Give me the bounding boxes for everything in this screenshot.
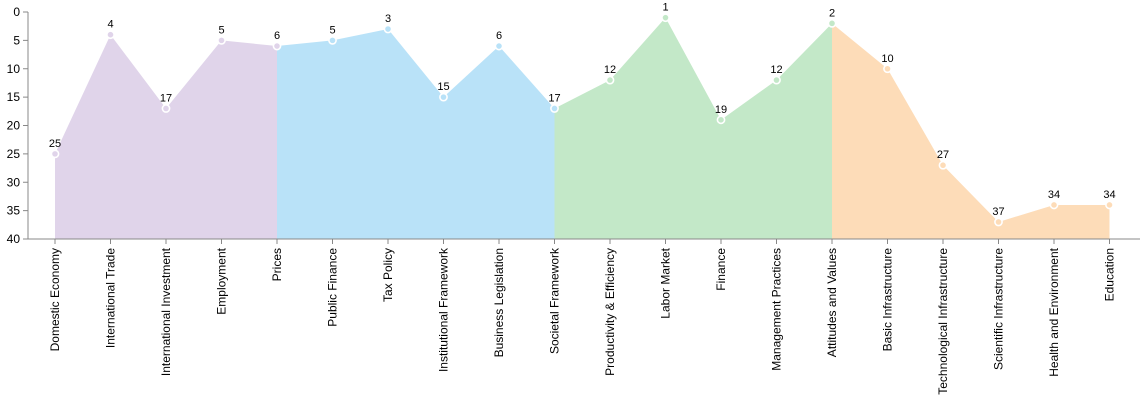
x-tick-label: Management Practices xyxy=(770,248,784,371)
x-tick-label: Productivity & Efficiency xyxy=(603,248,617,376)
x-tick-label: Business Legislation xyxy=(492,248,506,357)
data-label: 17 xyxy=(548,92,560,104)
x-tick-label: Basic Infrastructure xyxy=(881,248,895,352)
data-point[interactable] xyxy=(938,160,948,170)
data-label: 3 xyxy=(385,13,391,25)
data-label: 10 xyxy=(881,53,893,65)
area-segment-3 xyxy=(554,17,832,240)
x-tick-label: International Trade xyxy=(104,248,118,348)
data-point[interactable] xyxy=(1105,200,1114,210)
y-tick-label: 0 xyxy=(13,5,20,19)
area-segment-1 xyxy=(55,34,277,240)
x-tick-label: Health and Environment xyxy=(1047,247,1061,376)
y-axis: 0 5 10 15 20 25 30 35 40 xyxy=(7,5,29,246)
data-label: 15 xyxy=(437,81,449,93)
area-segment-4 xyxy=(832,23,1110,239)
y-tick-label: 30 xyxy=(7,175,21,189)
x-tick-label: Prices xyxy=(270,248,284,281)
x-tick-label: Institutional Framework xyxy=(437,247,451,372)
data-point[interactable] xyxy=(161,104,171,113)
data-label: 34 xyxy=(1103,189,1115,201)
data-label: 25 xyxy=(49,138,61,150)
data-point[interactable] xyxy=(716,115,726,125)
data-label: 5 xyxy=(329,24,335,36)
data-point[interactable] xyxy=(217,35,226,45)
x-tick-label: International Investment xyxy=(159,247,173,376)
data-point[interactable] xyxy=(772,75,781,85)
x-tick-label: Attitudes and Values xyxy=(825,248,839,357)
data-label: 19 xyxy=(715,104,727,116)
data-point[interactable] xyxy=(994,217,1003,227)
y-tick-label: 20 xyxy=(7,119,21,133)
x-tick-label: Finance xyxy=(714,248,728,291)
data-point[interactable] xyxy=(605,75,615,85)
data-point[interactable] xyxy=(494,41,504,51)
data-label: 12 xyxy=(604,64,616,76)
data-label: 6 xyxy=(274,30,280,42)
x-tick-label: Education xyxy=(1103,248,1117,301)
area-segment-2 xyxy=(277,29,555,239)
data-point[interactable] xyxy=(550,104,559,113)
x-tick-label: Scientific Infrastructure xyxy=(992,248,1006,370)
x-tick-label: Tax Policy xyxy=(381,248,395,302)
data-points xyxy=(50,13,1114,227)
data-point[interactable] xyxy=(106,30,115,40)
data-label: 27 xyxy=(937,149,949,161)
data-label: 6 xyxy=(496,30,502,42)
data-point[interactable] xyxy=(383,24,393,34)
data-label: 5 xyxy=(218,24,224,36)
data-point[interactable] xyxy=(883,64,892,74)
data-label: 2 xyxy=(829,7,835,19)
data-label: 4 xyxy=(107,19,113,31)
data-point[interactable] xyxy=(328,35,337,45)
data-point[interactable] xyxy=(272,41,282,51)
x-tick-label: Technological Infrastructure xyxy=(936,248,950,395)
data-point[interactable] xyxy=(1049,200,1059,210)
data-point[interactable] xyxy=(661,13,670,23)
data-point[interactable] xyxy=(827,18,837,28)
data-point[interactable] xyxy=(439,92,448,102)
data-label: 17 xyxy=(160,92,172,104)
x-tick-label: Labor Market xyxy=(659,247,673,318)
x-axis: Domestic Economy International Trade Inter… xyxy=(28,238,1140,395)
y-tick-label: 10 xyxy=(7,62,21,76)
y-tick-label: 15 xyxy=(7,90,21,104)
x-tick-label: Domestic Economy xyxy=(48,248,62,351)
data-label: 34 xyxy=(1048,189,1060,201)
data-label: 12 xyxy=(770,64,782,76)
data-label: 37 xyxy=(992,206,1004,218)
data-point[interactable] xyxy=(50,149,60,159)
x-tick-label: Public Finance xyxy=(326,248,340,327)
x-tick-label: Societal Framework xyxy=(548,247,562,354)
y-tick-label: 5 xyxy=(13,33,20,47)
data-label: 1 xyxy=(662,2,668,14)
area-group xyxy=(55,17,1110,240)
x-tick-label: Employment xyxy=(215,247,229,314)
y-tick-label: 25 xyxy=(7,147,21,161)
y-tick-label: 40 xyxy=(7,232,21,246)
data-labels: 25 4 17 5 6 5 3 15 6 17 12 1 19 12 2 10 27 37 34 34 xyxy=(49,2,1116,218)
y-tick-label: 35 xyxy=(7,204,21,218)
